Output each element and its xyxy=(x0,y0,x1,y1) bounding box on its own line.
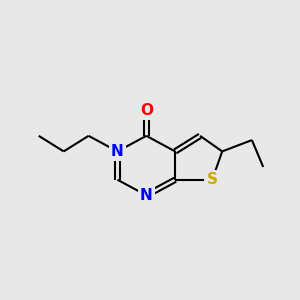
Text: S: S xyxy=(207,172,218,187)
Text: O: O xyxy=(140,103,153,118)
Text: N: N xyxy=(140,188,153,203)
Text: N: N xyxy=(111,144,124,159)
